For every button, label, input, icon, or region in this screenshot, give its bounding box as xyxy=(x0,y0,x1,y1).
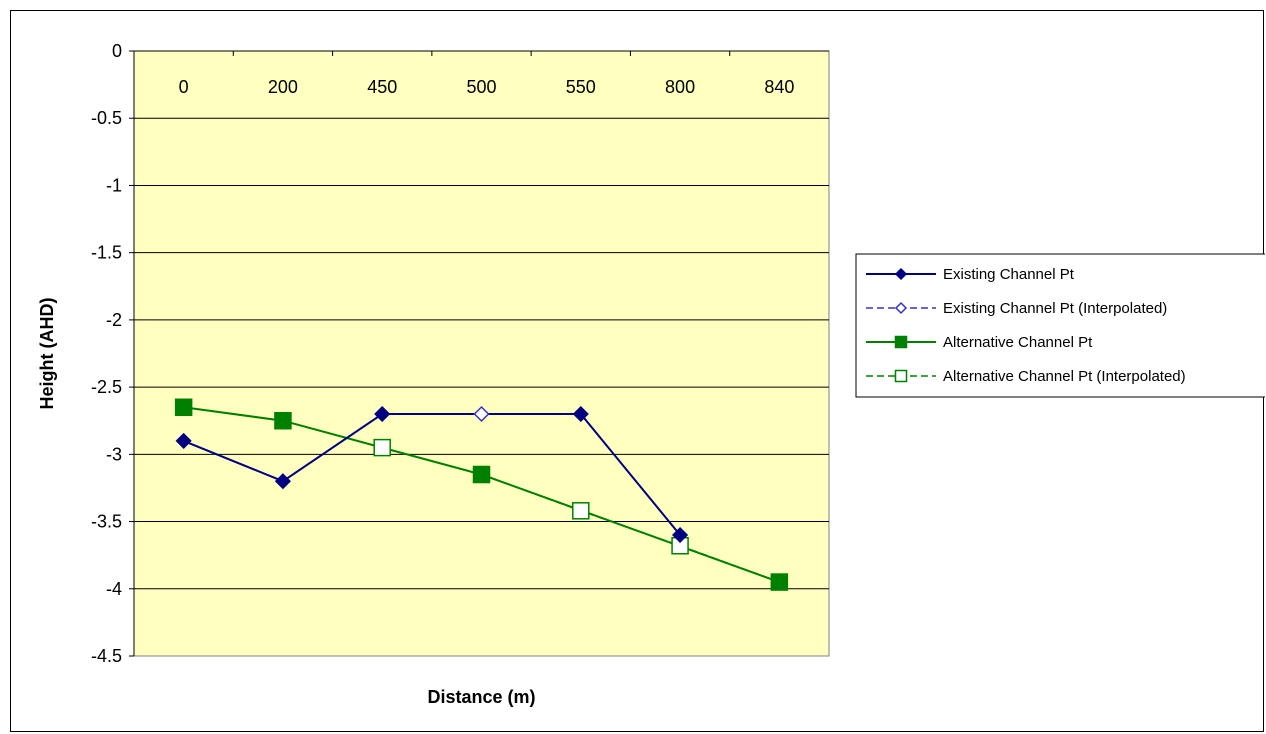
x-axis-title: Distance (m) xyxy=(427,687,535,707)
y-axis-title: Height (AHD) xyxy=(37,298,57,410)
legend-marker xyxy=(894,369,908,383)
legend-label: Alternative Channel Pt xyxy=(943,334,1093,351)
x-tick-label: 0 xyxy=(179,77,189,97)
marker-open xyxy=(572,502,590,520)
marker-filled xyxy=(770,573,789,591)
y-tick-label: -2.5 xyxy=(91,377,122,397)
y-tick-label: 0 xyxy=(112,41,122,61)
marker-filled xyxy=(672,526,689,544)
y-tick-label: -4 xyxy=(106,579,122,599)
marker-open xyxy=(473,405,490,423)
legend-box xyxy=(855,253,1265,398)
y-tick-label: -0.5 xyxy=(91,108,122,128)
legend: Existing Channel Pt Existing Channel Pt (… xyxy=(855,253,1265,398)
marker-filled xyxy=(274,473,291,490)
marker-filled xyxy=(274,411,292,430)
marker-filled xyxy=(374,405,391,423)
x-tick-label: 500 xyxy=(466,77,496,97)
legend-label: Existing Channel Pt (Interpolated) xyxy=(943,300,1167,317)
x-tick-label: 550 xyxy=(566,77,596,97)
marker-open xyxy=(373,438,391,457)
y-tick-label: -1.5 xyxy=(91,243,122,263)
legend-marker xyxy=(894,335,908,349)
chart-svg: 0 -0.5 -1 -1.5 -2 -2.5 -3 -3.5 -4 -4.5 0 200 450 500… xyxy=(37,41,1265,707)
marker-filled xyxy=(175,432,192,449)
plot-area xyxy=(133,50,830,657)
legend-label: Existing Channel Pt xyxy=(943,266,1075,283)
legend-marker xyxy=(894,267,908,281)
x-tick-label: 200 xyxy=(268,77,298,97)
x-tick-label: 450 xyxy=(367,77,397,97)
marker-filled xyxy=(472,465,491,484)
marker-filled xyxy=(572,405,589,423)
y-tick-label: -2 xyxy=(106,310,122,330)
plot-background xyxy=(133,50,830,657)
y-axis-ticks: 0 -0.5 -1 -1.5 -2 -2.5 -3 -3.5 -4 -4.5 xyxy=(91,41,135,666)
y-tick-label: -3 xyxy=(106,444,122,464)
x-tick-label: 800 xyxy=(665,77,695,97)
y-tick-label: -1 xyxy=(106,175,122,195)
x-tick-label: 840 xyxy=(764,77,794,97)
legend-marker xyxy=(894,301,908,315)
gridlines xyxy=(134,117,829,590)
series-markers xyxy=(174,398,789,591)
marker-filled xyxy=(174,398,193,417)
chart-frame: 0 -0.5 -1 -1.5 -2 -2.5 -3 -3.5 -4 -4.5 0 200 450 500… xyxy=(10,10,1265,732)
y-tick-label: -4.5 xyxy=(91,646,122,666)
legend-label: Alternative Channel Pt (Interpolated) xyxy=(943,368,1186,385)
y-tick-label: -3.5 xyxy=(91,512,122,532)
x-axis-ticks: 0 200 450 500 550 800 840 xyxy=(133,50,829,97)
